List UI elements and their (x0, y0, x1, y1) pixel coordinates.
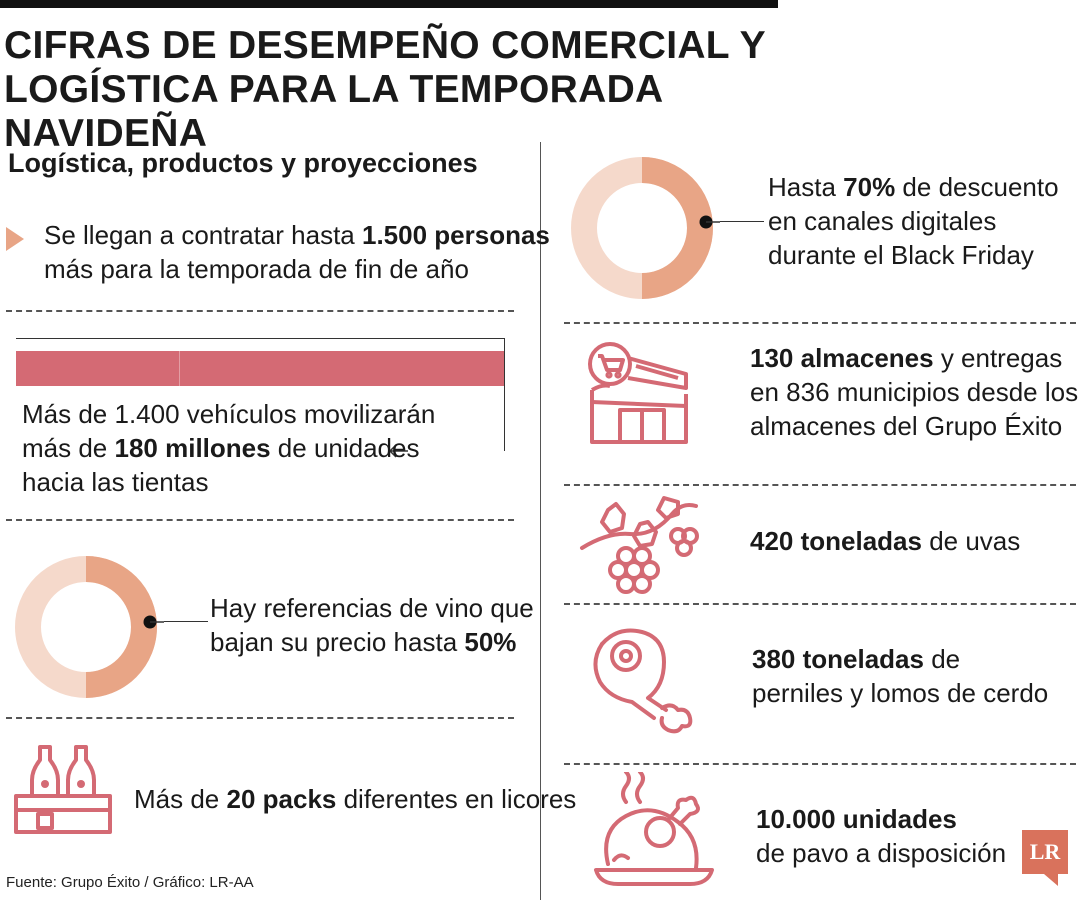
title-line-1: CIFRAS DE DESEMPEÑO COMERCIAL Y (4, 24, 766, 67)
divider (564, 603, 1076, 605)
vehicles-stat: Más de 1.400 vehículos movilizarán más d… (22, 399, 436, 497)
pointer-arrow-icon (388, 444, 408, 458)
divider (6, 717, 514, 719)
divider (6, 519, 514, 521)
ham-icon (593, 628, 693, 734)
column-divider (540, 142, 541, 900)
digital-discount-stat: Hasta 70% de descuento en canales digita… (768, 172, 1059, 270)
divider (6, 310, 514, 312)
wine-discount-donut (15, 556, 164, 698)
liquor-stat: Más de 20 packs diferentes en licores (134, 784, 577, 814)
vehicles-value: 180 millones (114, 433, 271, 463)
divider (564, 322, 1076, 324)
pork-stat: 380 toneladas de perniles y lomos de cer… (752, 644, 1049, 708)
personas-stat: Se llegan a contratar hasta 1.500 person… (44, 220, 550, 284)
digital-discount-value: 70% (843, 172, 896, 202)
vehicles-bar-frame (16, 338, 505, 451)
source-note: Fuente: Grupo Éxito / Gráfico: LR-AA (6, 874, 254, 891)
grapes-stat: 420 toneladas de uvas (750, 526, 1021, 556)
top-rule (0, 0, 778, 8)
turkey-value: 10.000 unidades (756, 804, 957, 834)
donut-segment (85, 556, 157, 698)
stores-stat: 130 almacenes y entregas en 836 municipi… (750, 343, 1079, 441)
bullet-arrow-icon (6, 227, 24, 251)
vehicles-bar-split (179, 351, 180, 386)
page-title: CIFRAS DE DESEMPEÑO COMERCIAL Y LOGÍSTIC… (4, 24, 804, 156)
turkey-stat: 10.000 unidades de pavo a disposición (756, 804, 1007, 868)
pork-value: 380 toneladas (752, 644, 924, 674)
donut-segment (641, 157, 713, 299)
store-cart-icon (588, 342, 688, 444)
lr-logo-tail (1044, 874, 1058, 886)
leader-line (720, 221, 764, 222)
wine-value: 50% (464, 627, 517, 657)
turkey-icon (594, 772, 714, 886)
divider (564, 763, 1076, 765)
leader-line (164, 621, 208, 622)
title-line-2: LOGÍSTICA PARA LA TEMPORADA NAVIDEÑA (4, 68, 663, 155)
liquor-bottles-icon (14, 745, 112, 834)
vehicles-bar (16, 351, 504, 386)
grapes-icon (580, 496, 699, 594)
lr-logo: LR (1022, 830, 1068, 874)
personas-value: 1.500 personas (361, 220, 550, 250)
divider (564, 484, 1076, 486)
section-title: Logística, productos y proyecciones (8, 148, 478, 178)
grapes-value: 420 toneladas (750, 526, 922, 556)
stores-value: 130 almacenes (750, 343, 934, 373)
digital-discount-donut (571, 157, 720, 299)
liquor-value: 20 packs (226, 784, 337, 814)
wine-stat: Hay referencias de vino que bajan su pre… (210, 593, 534, 657)
